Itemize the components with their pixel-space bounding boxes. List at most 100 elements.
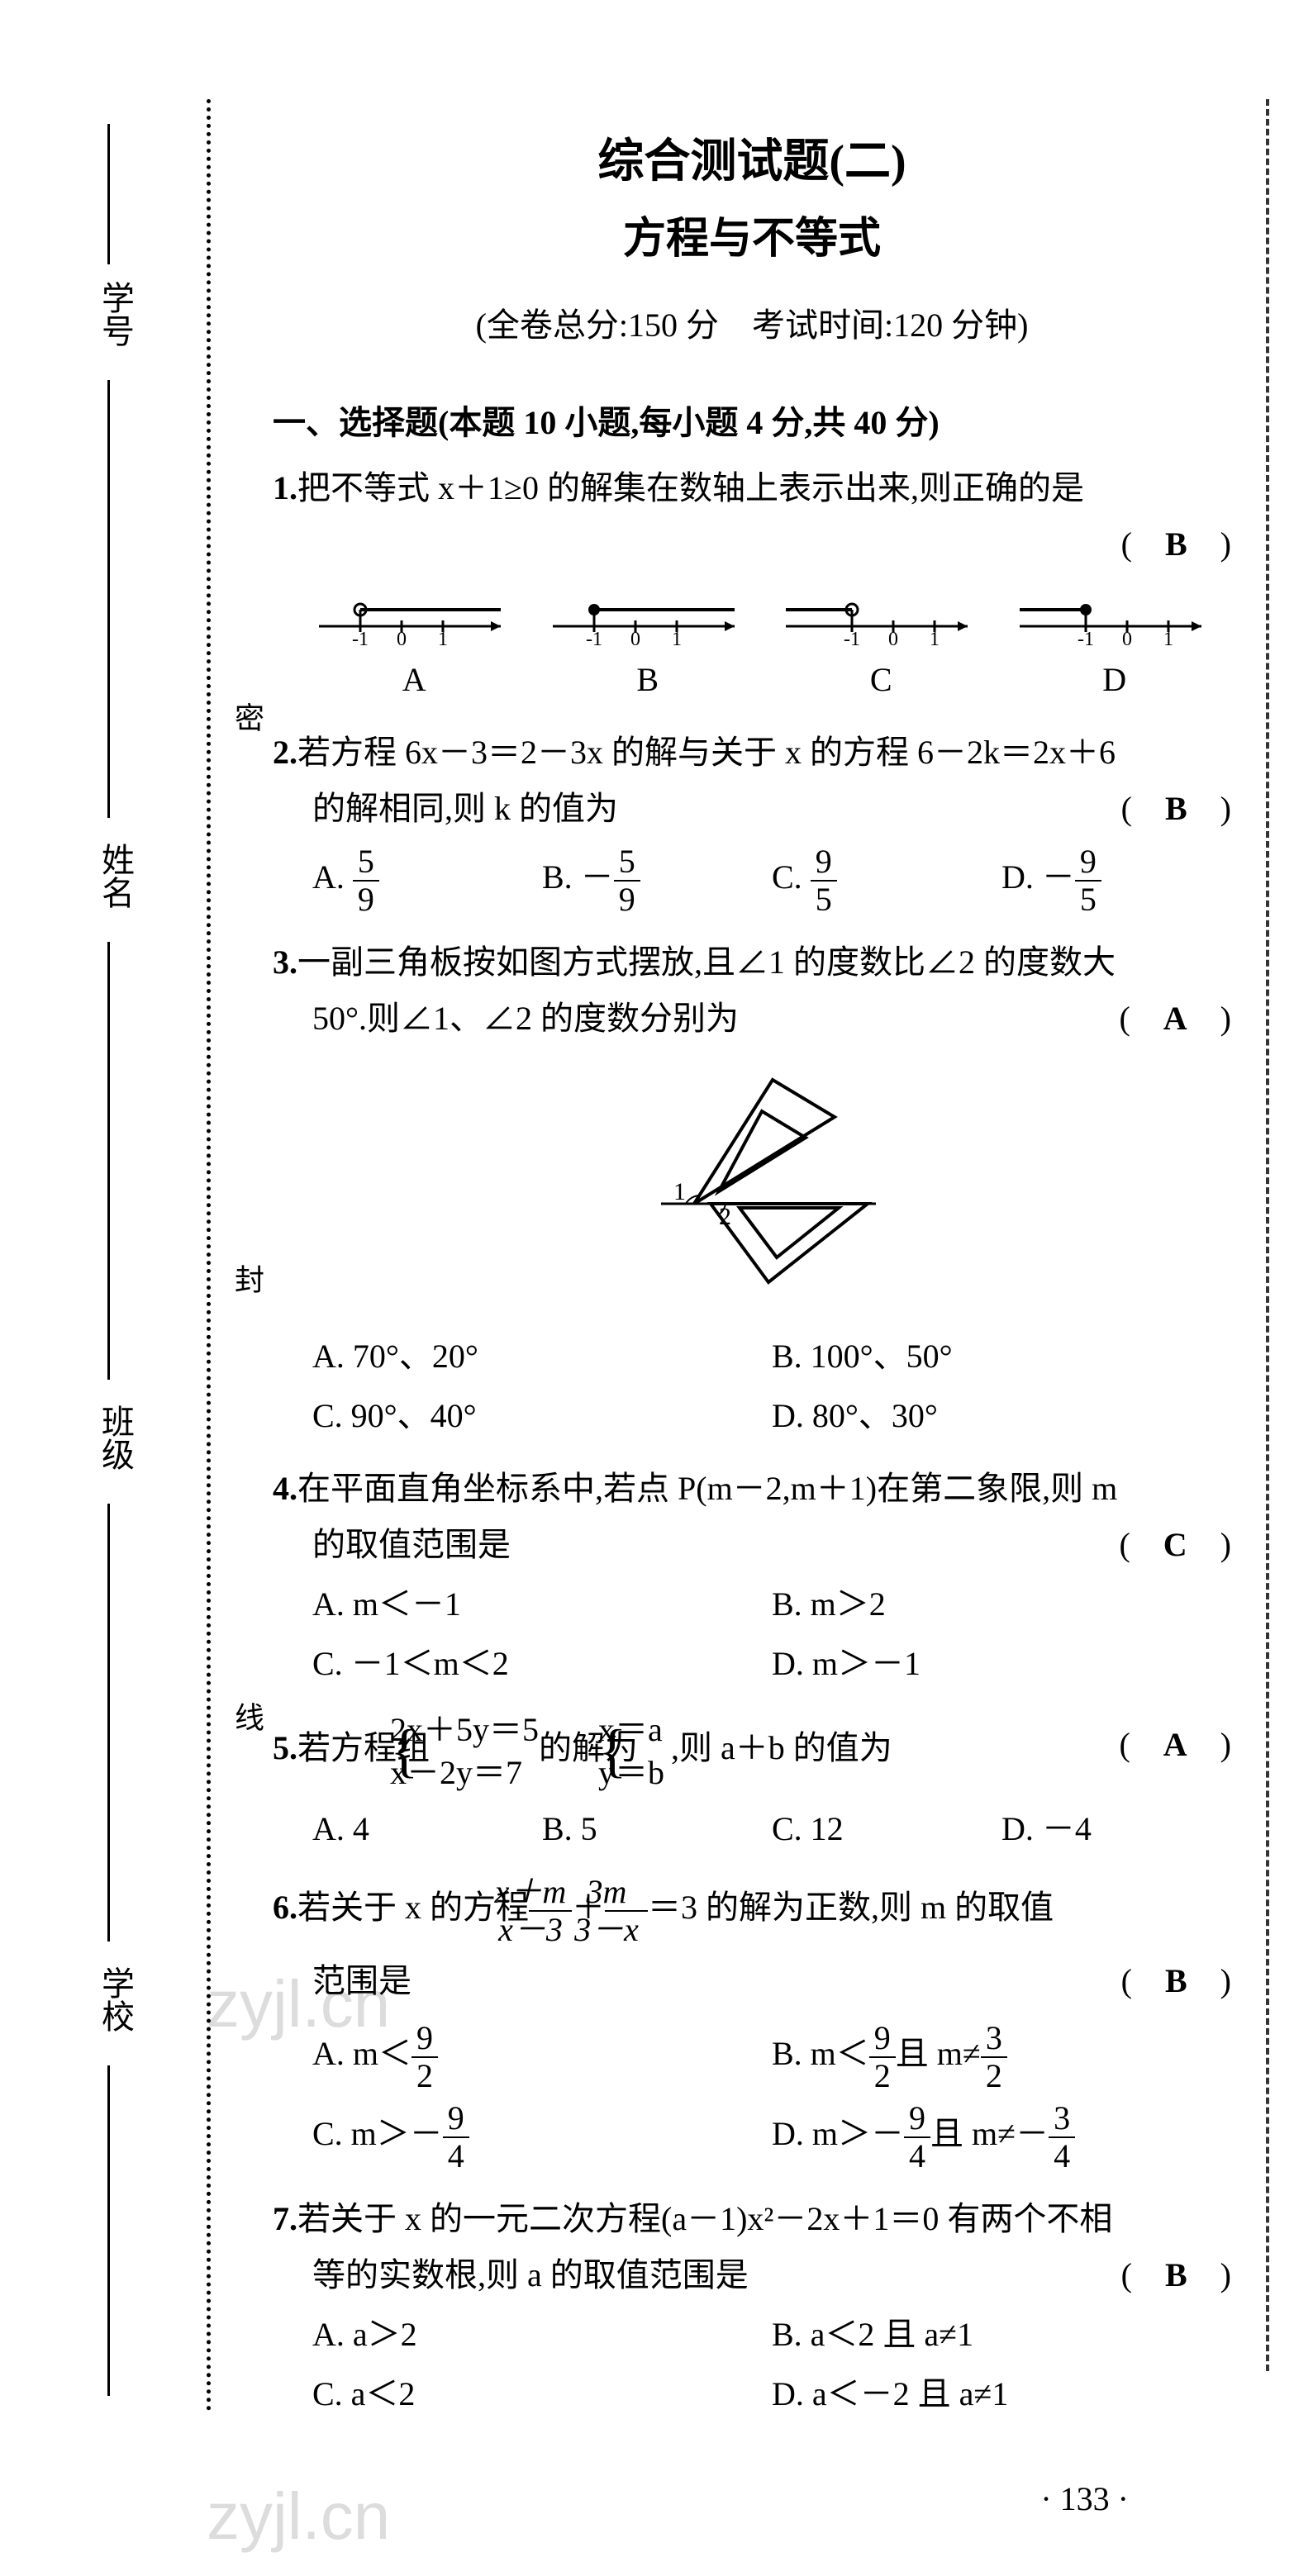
margin-rule [107, 2065, 110, 2396]
frac-num: 9 [443, 2100, 469, 2138]
options: A. 4 B. 5 C. 12 D. －4 [273, 1801, 1231, 1857]
q-text: ,则 a＋b 的值为 [671, 1729, 892, 1766]
options: C. a＜2 D. a＜－2 且 a≠1 [273, 2366, 1231, 2422]
frac-num: x＋m [529, 1874, 572, 1912]
margin-rule [107, 380, 110, 818]
opt: D. － [1001, 858, 1075, 896]
q-text: 若关于 x 的一元二次方程(a－1)x²－2x＋1＝0 有两个不相 [297, 2200, 1112, 2237]
opt: A. a＞2 [312, 2307, 772, 2363]
options: A. 59 B. －59 C. 95 D. －95 [273, 844, 1231, 918]
subtitle: 方程与不等式 [273, 203, 1231, 265]
seal-xian: 线 [226, 1694, 269, 1740]
seal-feng: 封 [226, 1256, 269, 1302]
numberline-A: -101 A [311, 589, 517, 708]
svg-text:-1: -1 [352, 629, 369, 647]
opt: A. m＜ [312, 2035, 412, 2072]
frac-den: 4 [904, 2138, 930, 2174]
question-5: 5.若方程组{2x＋5y＝5x－2y＝7的解为{x＝ay＝b,则 a＋b 的值为… [273, 1709, 1231, 1857]
paren-close: ) [1187, 525, 1231, 563]
q-num: 6. [273, 1889, 297, 1926]
svg-text:1: 1 [672, 629, 682, 647]
question-2: 2.若方程 6x－3＝2－3x 的解与关于 x 的方程 6－2k＝2x＋6 的解… [273, 725, 1231, 918]
margin-label-xuehao: 学号 [91, 281, 139, 347]
opt: B. 5 [542, 1801, 772, 1857]
frac-num: 5 [353, 844, 379, 882]
opt: B. m＜ [772, 2035, 869, 2072]
exam-meta: (全卷总分:150 分 考试时间:120 分钟) [273, 298, 1231, 346]
sys-eq: x＝a [638, 1709, 671, 1751]
question-4: 4.在平面直角坐标系中,若点 P(m－2,m＋1)在第二象限,则 m 的取值范围… [273, 1461, 1231, 1692]
frac-num: 9 [1075, 844, 1101, 882]
answer: B [1165, 790, 1187, 827]
opt: C. 12 [772, 1801, 1001, 1857]
opt: C. m＞－ [312, 2115, 443, 2152]
frac-den: 2 [981, 2058, 1007, 2094]
q-text: 50°.则∠1、∠2 的度数分别为 [312, 1000, 739, 1037]
q-num: 5. [273, 1729, 297, 1766]
opt-label: A [311, 652, 517, 708]
numberline-options: -101 A -101 B -101 C -101 D [273, 589, 1231, 708]
question-1: 1.把不等式 x＋1≥0 的解集在数轴上表示出来,则正确的是 ( B ) -10… [273, 460, 1231, 708]
margin-rule [107, 124, 110, 264]
frac-num: 9 [811, 844, 837, 882]
frac-den: 5 [811, 882, 837, 918]
options: C. 90°、40° D. 80°、30° [273, 1388, 1231, 1444]
opt-label: B [545, 652, 751, 708]
section-heading: 一、选择题(本题 10 小题,每小题 4 分,共 40 分) [273, 396, 1231, 444]
frac-num: 9 [869, 2020, 896, 2058]
q-num: 2. [273, 734, 297, 771]
frac-den: 4 [443, 2138, 469, 2174]
opt: C. [772, 858, 811, 896]
opt: D. －4 [1001, 1801, 1231, 1857]
svg-text:0: 0 [1122, 629, 1132, 647]
options: A. a＞2 B. a＜2 且 a≠1 [273, 2307, 1231, 2363]
opt: D. m＞－ [772, 2115, 904, 2152]
answer: B [1165, 1962, 1187, 1999]
svg-text:-1: -1 [1078, 629, 1094, 647]
seal-mi: 密 [226, 694, 269, 740]
numberline-C: -101 C [778, 589, 984, 708]
svg-text:0: 0 [397, 629, 407, 647]
triangle-figure: 1 2 [273, 1072, 1231, 1304]
q-num: 3. [273, 943, 297, 981]
margin-rule [107, 942, 110, 1380]
margin-rule [107, 1504, 110, 1942]
opt: D. m＞－1 [772, 1636, 1231, 1692]
frac-num: 5 [614, 844, 640, 882]
watermark: zyjl.cn [207, 2479, 390, 2555]
title: 综合测试题(二) [273, 124, 1231, 191]
options: C. m＞－94 D. m＞－94且 m≠－34 [273, 2098, 1231, 2174]
left-margin: 学号 姓名 班级 学校 [74, 99, 207, 2412]
svg-text:1: 1 [1163, 629, 1173, 647]
opt: B. － [542, 858, 614, 896]
options: A. m＜－1 B. m＞2 [273, 1576, 1231, 1633]
svg-text:0: 0 [630, 629, 640, 647]
page-number: · 133 · [1040, 2479, 1129, 2518]
frac-num: 9 [412, 2020, 438, 2058]
opt: B. a＜2 且 a≠1 [772, 2307, 1231, 2363]
q-text: 一副三角板按如图方式摆放,且∠1 的度数比∠2 的度数大 [297, 943, 1116, 981]
q-num: 4. [273, 1470, 297, 1507]
opt: D. 80°、30° [772, 1388, 1231, 1444]
svg-text:0: 0 [888, 629, 898, 647]
q-text: 在平面直角坐标系中,若点 P(m－2,m＋1)在第二象限,则 m [297, 1470, 1117, 1507]
options: C. －1＜m＜2 D. m＞－1 [273, 1636, 1231, 1692]
opt: A. 4 [312, 1801, 542, 1857]
margin-label-xuexiao: 学校 [91, 1966, 139, 2032]
right-dash-line [1266, 99, 1269, 2371]
q-text: 的解相同,则 k 的值为 [312, 790, 618, 827]
frac-num: 9 [904, 2100, 930, 2138]
opt-label: D [1011, 652, 1218, 708]
frac-num: 3 [981, 2020, 1007, 2058]
q-text: 若方程 6x－3＝2－3x 的解与关于 x 的方程 6－2k＝2x＋6 [297, 734, 1116, 771]
frac-den: 2 [412, 2058, 438, 2094]
answer: B [1165, 2256, 1187, 2293]
q-num: 7. [273, 2200, 297, 2237]
q-text: ＝3 的解为正数,则 m 的取值 [648, 1889, 1054, 1926]
frac-num: 3m [605, 1874, 648, 1912]
margin-label-xingming: 姓名 [91, 843, 139, 909]
opt: C. －1＜m＜2 [312, 1636, 772, 1692]
numberline-B: -101 B [545, 589, 751, 708]
sys-eq: y＝b [638, 1751, 671, 1794]
frac-den: 9 [353, 882, 379, 918]
